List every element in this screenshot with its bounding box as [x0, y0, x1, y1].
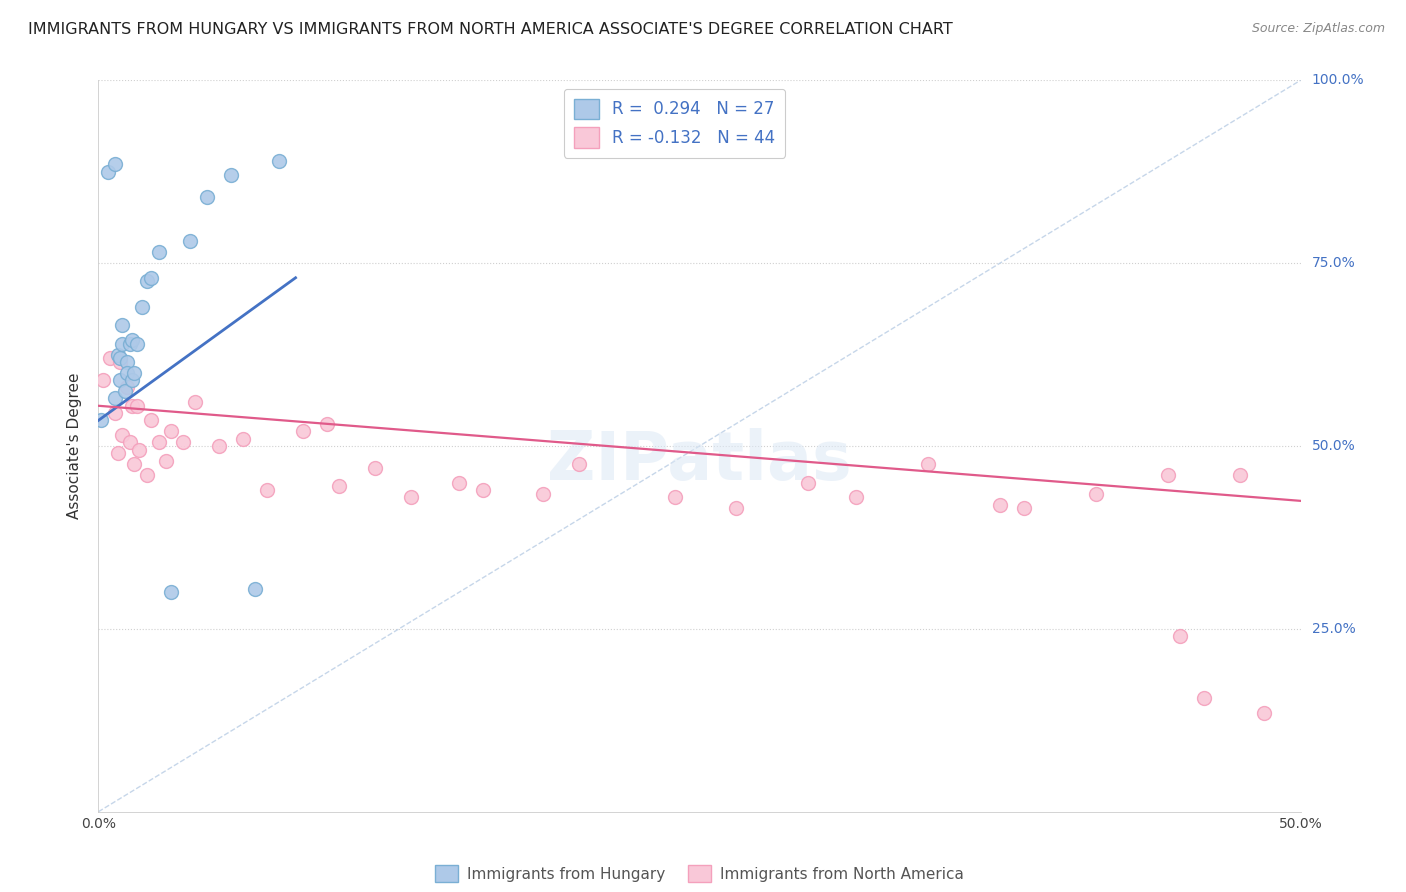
Point	[172, 435, 194, 450]
Point	[845, 490, 868, 504]
Point	[124, 458, 146, 472]
Point	[472, 483, 495, 497]
Point	[125, 399, 148, 413]
Point	[114, 384, 136, 399]
Text: Source: ZipAtlas.com: Source: ZipAtlas.com	[1251, 22, 1385, 36]
Point	[118, 336, 141, 351]
Point	[108, 351, 131, 366]
Text: 75.0%: 75.0%	[1312, 256, 1355, 270]
Point	[97, 164, 120, 178]
Point	[568, 458, 591, 472]
Point	[1253, 706, 1275, 720]
Text: IMMIGRANTS FROM HUNGARY VS IMMIGRANTS FROM NORTH AMERICA ASSOCIATE'S DEGREE CORR: IMMIGRANTS FROM HUNGARY VS IMMIGRANTS FR…	[28, 22, 953, 37]
Point	[125, 336, 148, 351]
Point	[121, 399, 143, 413]
Point	[141, 413, 163, 427]
Point	[1085, 486, 1108, 500]
Y-axis label: Associate's Degree: Associate's Degree	[67, 373, 83, 519]
Point	[121, 373, 143, 387]
Point	[111, 336, 134, 351]
Point	[107, 446, 129, 460]
Point	[531, 486, 554, 500]
Point	[243, 582, 266, 596]
Text: ZIPatlas: ZIPatlas	[547, 427, 852, 493]
Point	[91, 373, 114, 387]
Point	[208, 439, 231, 453]
Point	[724, 501, 747, 516]
Point	[124, 366, 146, 380]
Point	[104, 157, 127, 171]
Point	[1170, 629, 1192, 643]
Point	[135, 468, 157, 483]
Point	[917, 458, 939, 472]
Point	[267, 153, 290, 168]
Point	[111, 428, 134, 442]
Text: 25.0%: 25.0%	[1312, 622, 1355, 636]
Point	[1194, 691, 1216, 706]
Point	[141, 270, 163, 285]
Point	[131, 300, 153, 314]
Point	[988, 498, 1011, 512]
Point	[195, 190, 218, 204]
Point	[664, 490, 686, 504]
Point	[1012, 501, 1035, 516]
Point	[183, 395, 205, 409]
Point	[118, 435, 141, 450]
Point	[328, 479, 350, 493]
Point	[117, 355, 139, 369]
Text: 100.0%: 100.0%	[1312, 73, 1364, 87]
Point	[291, 425, 314, 439]
Point	[399, 490, 422, 504]
Point	[315, 417, 337, 431]
Point	[128, 442, 150, 457]
Point	[159, 425, 181, 439]
Point	[135, 275, 157, 289]
Point	[108, 373, 131, 387]
Point	[121, 333, 143, 347]
Point	[219, 169, 242, 183]
Point	[148, 435, 170, 450]
Point	[1229, 468, 1251, 483]
Point	[90, 413, 112, 427]
Point	[232, 432, 254, 446]
Point	[104, 392, 127, 406]
Legend: Immigrants from Hungary, Immigrants from North America: Immigrants from Hungary, Immigrants from…	[429, 859, 970, 888]
Point	[796, 475, 818, 490]
Point	[117, 380, 139, 394]
Point	[107, 348, 129, 362]
Point	[179, 234, 201, 248]
Point	[117, 366, 139, 380]
Point	[155, 453, 177, 467]
Point	[159, 585, 181, 599]
Point	[100, 351, 122, 366]
Point	[447, 475, 470, 490]
Point	[148, 245, 170, 260]
Point	[364, 461, 387, 475]
Point	[111, 318, 134, 333]
Point	[1157, 468, 1180, 483]
Point	[108, 355, 131, 369]
Point	[256, 483, 278, 497]
Point	[104, 406, 127, 420]
Text: 50.0%: 50.0%	[1312, 439, 1355, 453]
